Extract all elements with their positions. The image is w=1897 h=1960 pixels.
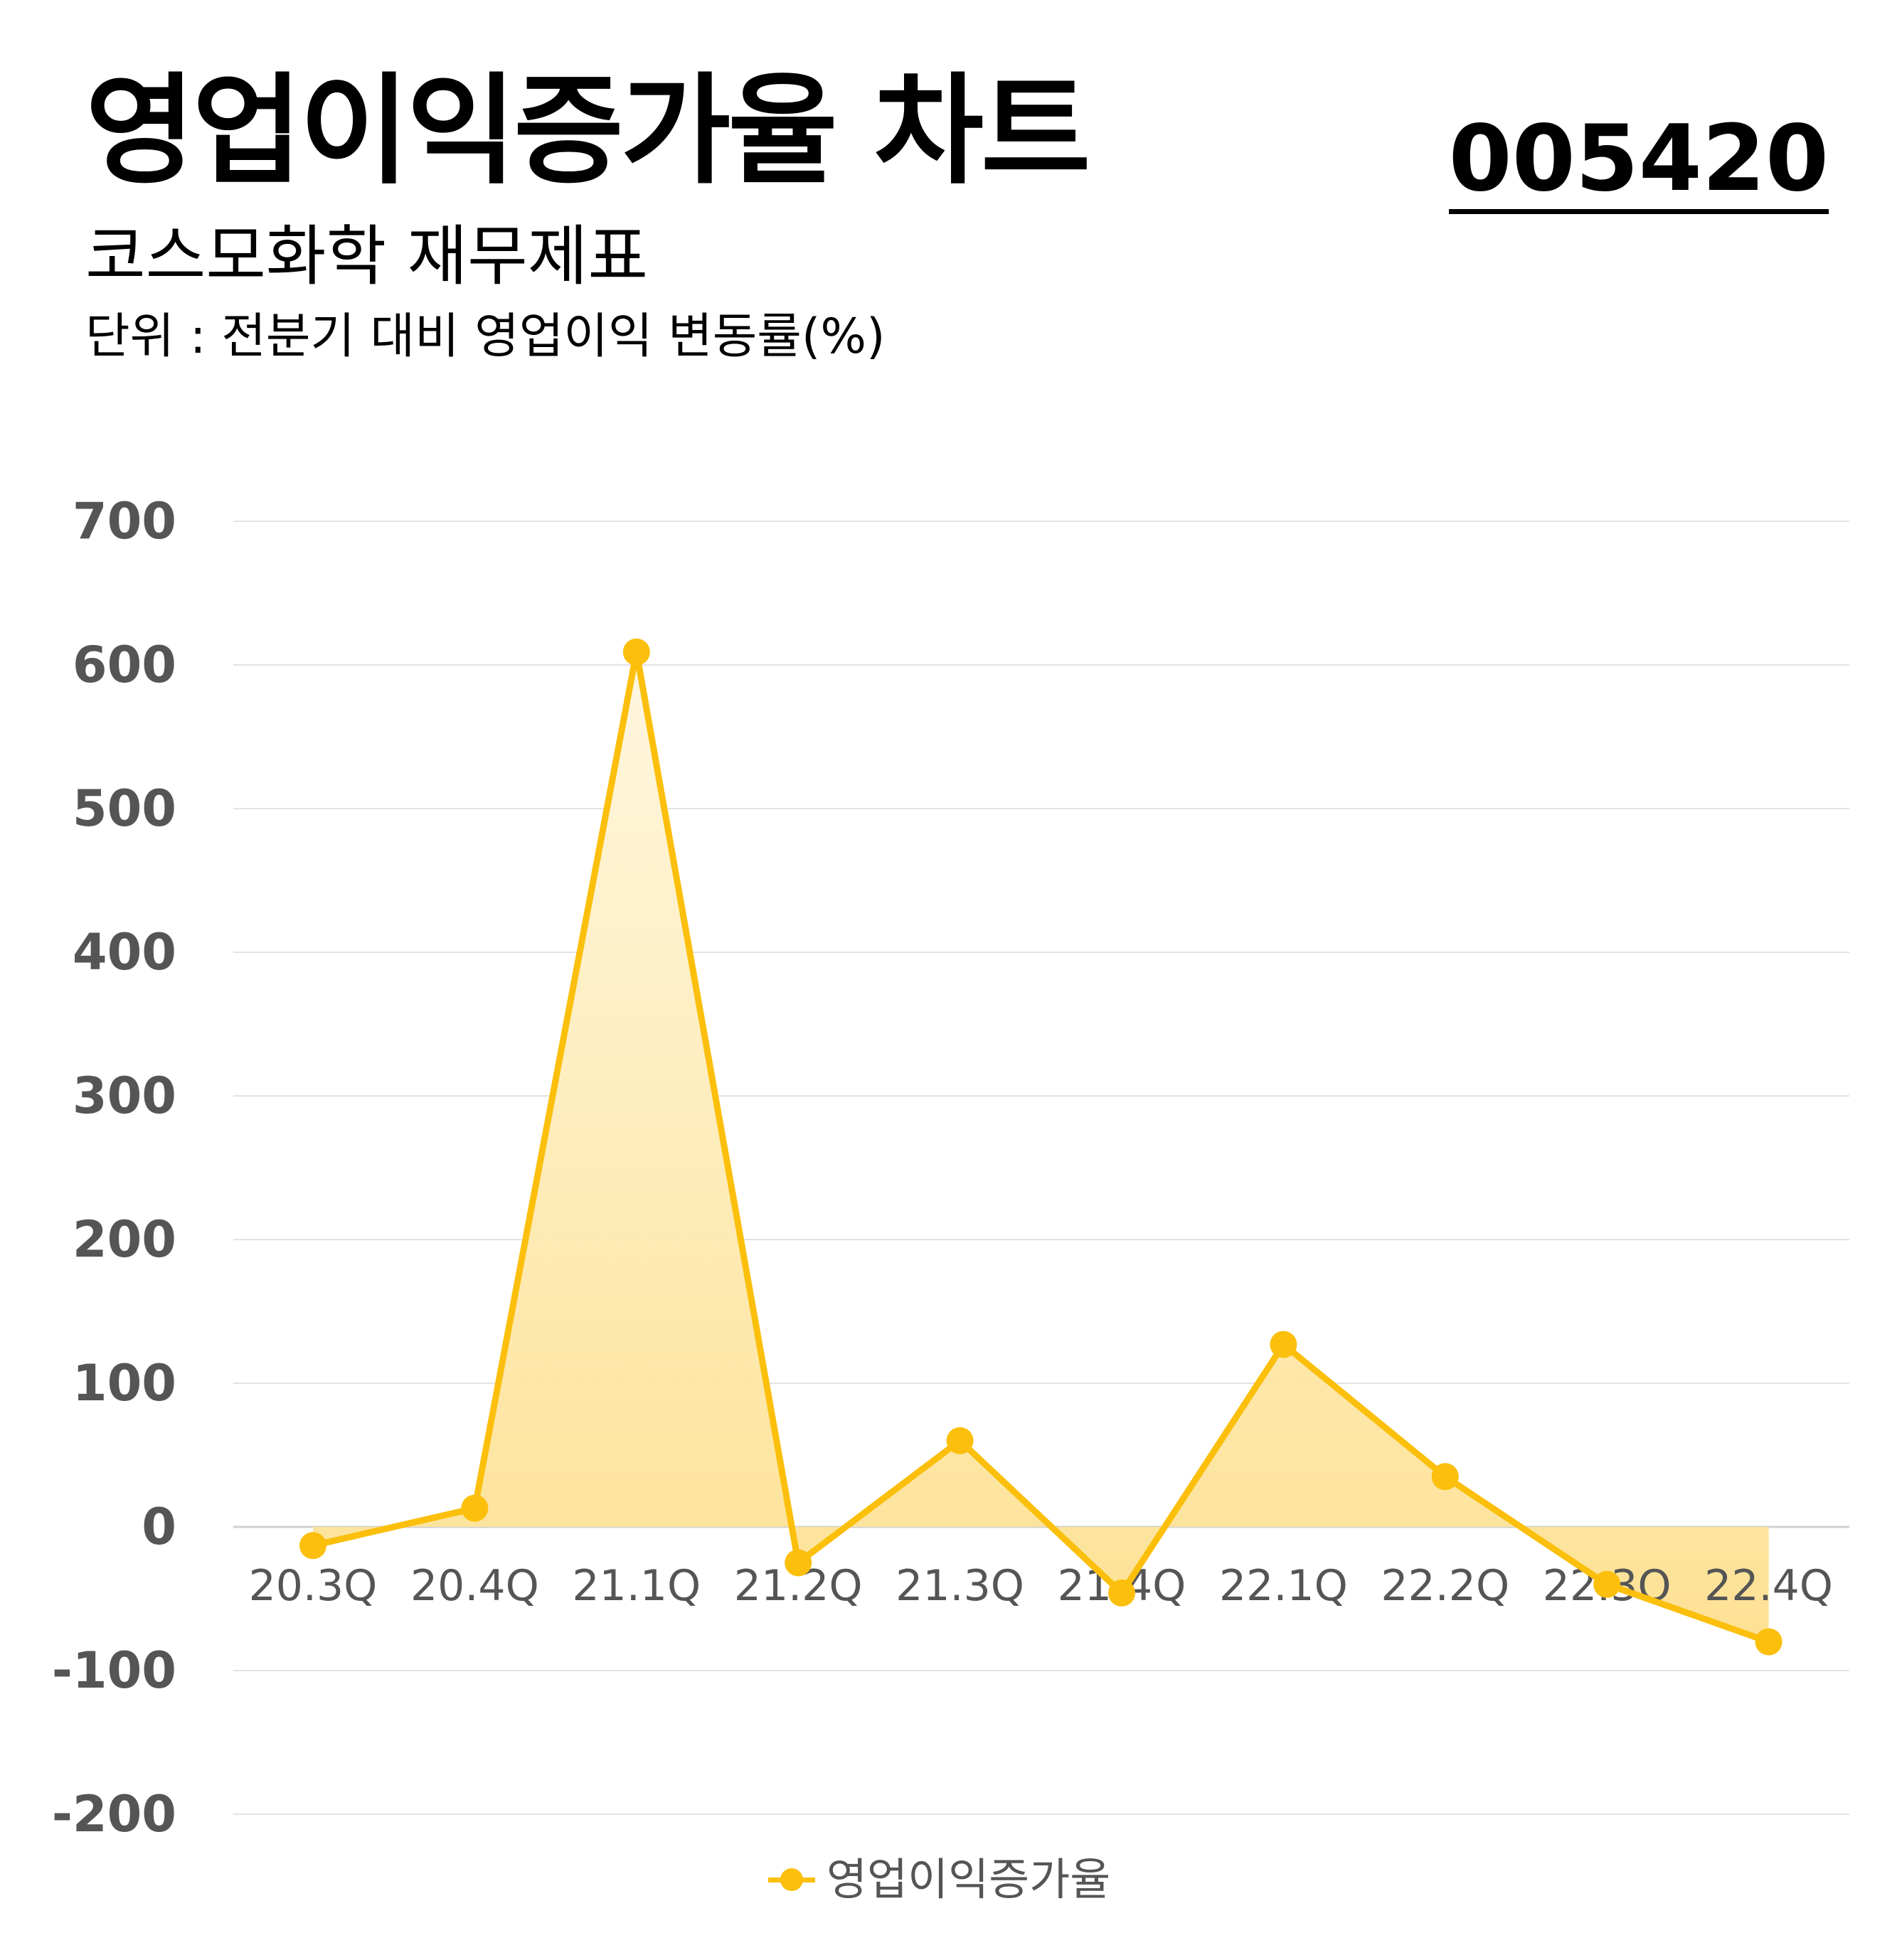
x-tick-label: 22.1Q (1219, 1561, 1348, 1611)
data-points (299, 638, 1782, 1656)
stock-code[interactable]: 005420 (1448, 114, 1829, 214)
data-point (461, 1494, 489, 1522)
data-point (785, 1549, 812, 1577)
series-line (312, 649, 1770, 1645)
y-tick-label: 600 (73, 636, 176, 694)
y-axis-ticks: 700 600 500 400 300 200 100 0 -100 -200 (52, 492, 176, 1843)
legend-marker-icon (768, 1865, 815, 1894)
unit-label: 단위 : 전분기 대비 영업이익 변동률(%) (85, 309, 886, 365)
legend[interactable]: 영업이익증가율 (768, 1858, 1110, 1902)
y-tick-label: 100 (73, 1354, 176, 1412)
data-point (299, 1532, 326, 1560)
x-tick-label: 21.1Q (572, 1561, 701, 1611)
x-tick-label: 20.4Q (410, 1561, 539, 1611)
y-tick-label: 700 (73, 492, 176, 550)
chart-subtitle: 코스모화학 재무제표 (85, 218, 649, 294)
y-tick-label: 0 (142, 1498, 176, 1556)
legend-label: 영업이익증가율 (827, 1853, 1111, 1905)
y-tick-label: -200 (52, 1785, 176, 1843)
y-tick-label: 400 (73, 923, 176, 981)
area-fill-shape (313, 651, 1769, 1642)
x-tick-label: 20.3Q (249, 1561, 378, 1611)
area-fill (313, 651, 1769, 1642)
y-tick-label: 300 (73, 1067, 176, 1125)
data-point (1108, 1579, 1135, 1607)
chart-title: 영업이익증가율 차트 (85, 61, 1091, 201)
x-tick-label: 21.3Q (896, 1561, 1024, 1611)
series-line-path (312, 649, 1770, 1645)
grid-lines (233, 521, 1849, 1815)
data-point (622, 638, 650, 666)
data-point (1270, 1331, 1297, 1358)
y-tick-label: 500 (73, 779, 176, 838)
x-tick-label: 22.2Q (1381, 1561, 1509, 1611)
data-point (1755, 1628, 1782, 1656)
data-point (946, 1427, 974, 1454)
x-tick-label: 22.4Q (1704, 1561, 1833, 1611)
data-point (1593, 1570, 1621, 1598)
y-tick-label: -100 (52, 1641, 176, 1700)
y-tick-label: 200 (73, 1210, 176, 1269)
data-point (1431, 1463, 1459, 1491)
